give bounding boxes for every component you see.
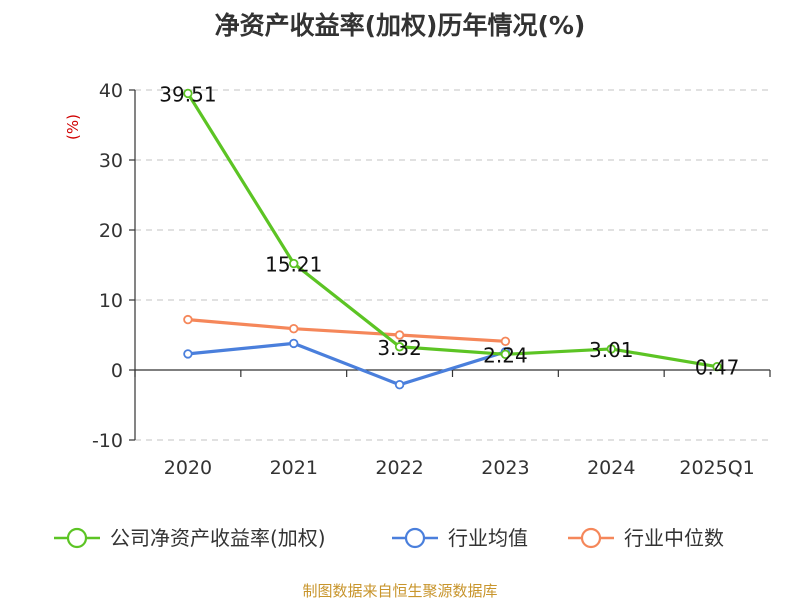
chart-title: 净资产收益率(加权)历年情况(%) bbox=[215, 11, 586, 40]
data-label-2020: 39.51 bbox=[159, 82, 216, 106]
x-tick-label-2024: 2024 bbox=[587, 457, 635, 479]
y-tick-label--10: -10 bbox=[92, 430, 123, 452]
data-point-1-0 bbox=[183, 349, 193, 359]
source-note: 制图数据来自恒生聚源数据库 bbox=[302, 582, 497, 600]
legend-marker-0 bbox=[66, 527, 88, 549]
series-line-1 bbox=[186, 341, 508, 387]
legend-item-2: 行业中位数 bbox=[568, 526, 724, 550]
series-1 bbox=[183, 338, 511, 390]
data-point-0-5 bbox=[712, 362, 722, 372]
data-label-2023: 2.24 bbox=[483, 343, 528, 367]
legend: 公司净资产收益率(加权) 行业均值 行业中位数 bbox=[54, 526, 724, 550]
data-point-1-2 bbox=[394, 380, 405, 390]
x-tick-label-2025Q1: 2025Q1 bbox=[679, 457, 754, 479]
data-point-2-3 bbox=[500, 336, 511, 346]
series-0 bbox=[183, 88, 722, 372]
data-point-2-1 bbox=[289, 324, 299, 334]
series-lines bbox=[183, 88, 722, 390]
data-point-0-2 bbox=[394, 342, 405, 352]
y-tick-label-20: 20 bbox=[99, 220, 123, 242]
y-tick-label-30: 30 bbox=[99, 150, 123, 172]
legend-label-0: 公司净资产收益率(加权) bbox=[110, 526, 326, 550]
data-point-0-3 bbox=[500, 349, 511, 360]
legend-label-1: 行业均值 bbox=[448, 526, 528, 550]
data-label-2021: 15.21 bbox=[265, 253, 322, 277]
data-point-2-2 bbox=[394, 330, 405, 340]
x-tick-label-2022: 2022 bbox=[375, 457, 423, 479]
y-axis-unit-label: (%) bbox=[64, 114, 82, 140]
y-tick-label-0: 0 bbox=[111, 360, 123, 382]
data-label-2025Q1: 0.47 bbox=[695, 356, 740, 380]
x-tick-label-2020: 2020 bbox=[164, 457, 212, 479]
series-2 bbox=[183, 314, 511, 346]
data-point-0-4 bbox=[606, 344, 616, 354]
x-tick-label-2021: 2021 bbox=[270, 457, 318, 479]
data-label-2024: 3.01 bbox=[589, 338, 634, 362]
data-label-2022: 3.32 bbox=[377, 336, 422, 360]
data-labels: 39.51 15.21 3.32 2.24 3.01 0.47 bbox=[159, 82, 739, 379]
series-line-2 bbox=[186, 318, 508, 343]
legend-item-1: 行业均值 bbox=[392, 526, 528, 550]
data-point-0-0 bbox=[183, 88, 193, 99]
legend-item-0: 公司净资产收益率(加权) bbox=[54, 526, 326, 550]
y-tick-label-10: 10 bbox=[99, 290, 123, 312]
data-point-1-1 bbox=[289, 338, 299, 349]
gridlines bbox=[135, 89, 770, 441]
legend-marker-1 bbox=[404, 527, 426, 549]
axes: -10 0 10 20 30 40 2020 2021 2022 2023 2024 2025Q1 bbox=[92, 80, 771, 479]
data-point-2-0 bbox=[183, 314, 193, 325]
legend-label-2: 行业中位数 bbox=[624, 526, 724, 550]
data-point-0-1 bbox=[289, 258, 299, 269]
y-tick-label-40: 40 bbox=[99, 80, 123, 102]
x-tick-label-2023: 2023 bbox=[481, 457, 529, 479]
legend-marker-2 bbox=[580, 527, 602, 549]
series-line-0 bbox=[186, 91, 719, 369]
